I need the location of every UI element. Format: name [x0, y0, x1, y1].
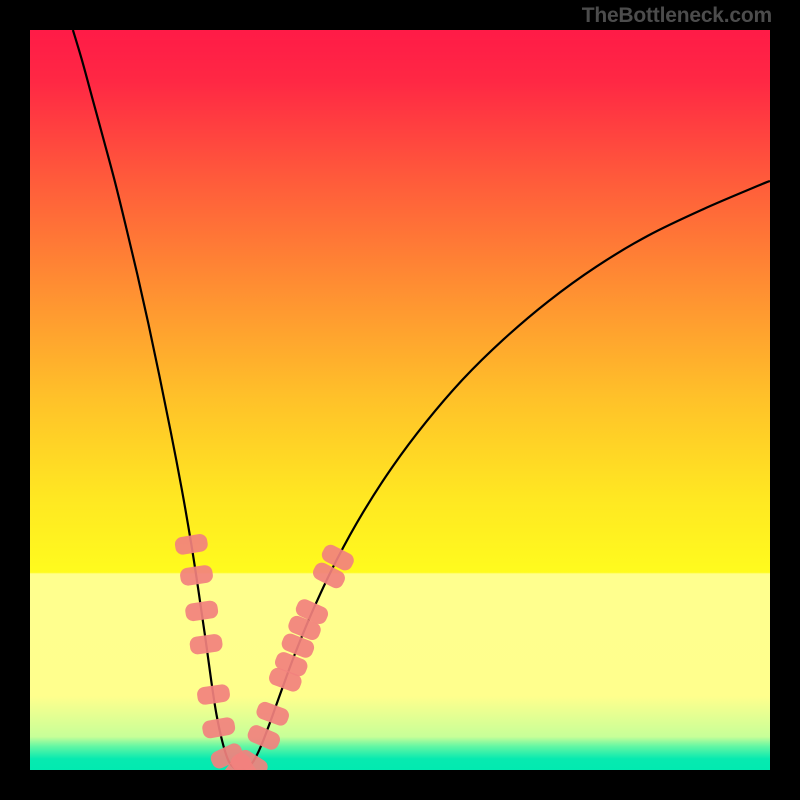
figure-container: TheBottleneck.com	[0, 0, 800, 800]
plot-area	[30, 30, 770, 770]
chart-background	[30, 30, 770, 770]
chart-svg	[30, 30, 770, 770]
attribution-text: TheBottleneck.com	[582, 4, 772, 28]
